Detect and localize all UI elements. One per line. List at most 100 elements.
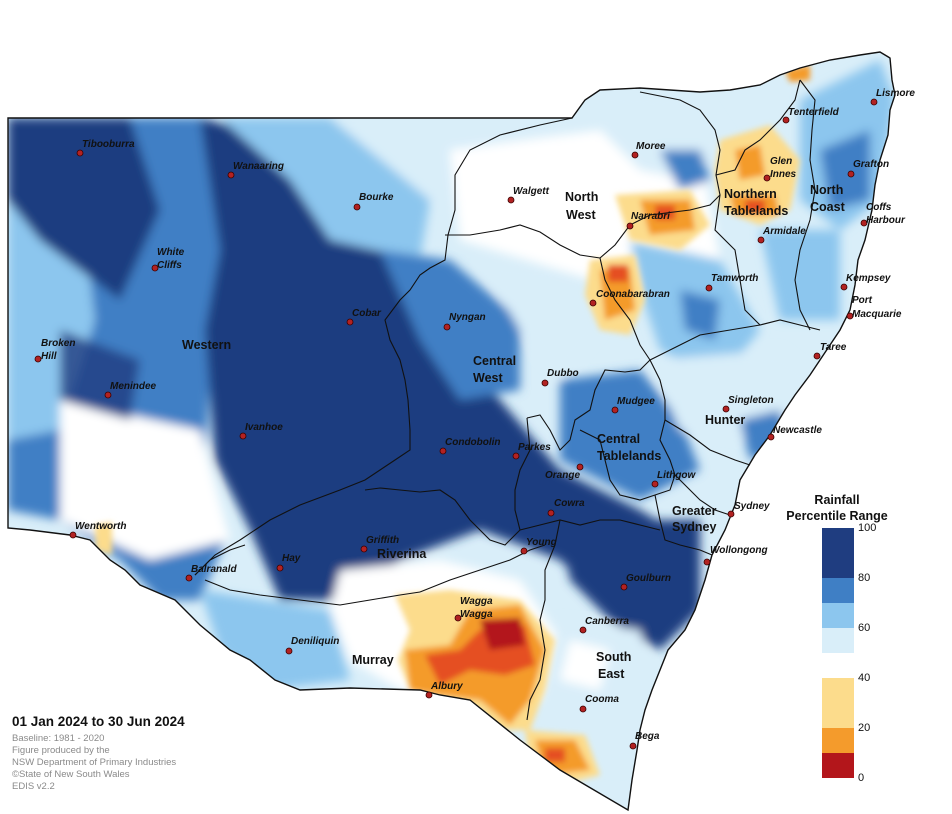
town-dot-broken-hill (34, 355, 42, 363)
rainfall-surface (8, 52, 895, 810)
region-south-east-1: South (596, 650, 631, 664)
label-ivanhoe: Ivanhoe (245, 422, 283, 433)
label-lismore: Lismore (876, 88, 915, 99)
town-dot-hay (276, 564, 284, 572)
legend-band-60-80 (822, 578, 854, 628)
town-dot-singleton (722, 405, 730, 413)
town-dot-glen-innes (763, 174, 771, 182)
label-glen-innes-1: Glen (770, 156, 792, 167)
label-coffs-harbour-1: Coffs (866, 202, 892, 213)
legend-tick-80: 80 (858, 572, 871, 584)
legend-band-20-40 (822, 678, 854, 728)
credit-baseline: Baseline: 1981 - 2020 (12, 733, 105, 744)
label-bourke: Bourke (359, 192, 394, 203)
town-dot-wagga (454, 614, 462, 622)
label-griffith: Griffith (366, 535, 399, 546)
label-goulburn: Goulburn (626, 573, 671, 584)
town-dot-albury (425, 691, 433, 699)
town-dot-nyngan (443, 323, 451, 331)
label-port-macquarie-1: Port (852, 295, 873, 306)
label-singleton: Singleton (728, 395, 774, 406)
town-dot-orange (576, 463, 584, 471)
town-dot-condobolin (439, 447, 447, 455)
label-coffs-harbour-2: Harbour (866, 215, 906, 226)
legend-title: Rainfall Percentile Range (778, 492, 896, 524)
label-sydney: Sydney (734, 501, 770, 512)
town-dot-cooma (579, 705, 587, 713)
town-dot-cowra (547, 509, 555, 517)
town-dot-kempsey (840, 283, 848, 291)
label-wentworth: Wentworth (75, 521, 126, 532)
legend-title-line1: Rainfall (814, 493, 860, 507)
label-canberra: Canberra (585, 616, 629, 627)
town-dot-sydney (727, 510, 735, 518)
label-narrabri: Narrabri (631, 211, 670, 222)
label-balranald: Balranald (191, 564, 237, 575)
town-dot-moree (631, 151, 639, 159)
town-dot-bourke (353, 203, 361, 211)
label-white-cliffs-2: Cliffs (157, 260, 182, 271)
legend-tick-60: 60 (858, 622, 871, 634)
legend-band-40-60 (822, 628, 854, 678)
region-north-coast-2: Coast (810, 200, 846, 214)
town-dot-taree (813, 352, 821, 360)
label-coonabarabran: Coonabarabran (596, 289, 670, 300)
region-northern-tablelands-1: Northern (724, 187, 777, 201)
label-parkes: Parkes (518, 442, 551, 453)
label-nyngan: Nyngan (449, 312, 486, 323)
label-kempsey: Kempsey (846, 273, 891, 284)
label-glen-innes-2: Innes (770, 169, 797, 180)
region-north-west-1: North (565, 190, 598, 204)
label-walgett: Walgett (513, 186, 550, 197)
region-north-west-2: West (566, 208, 596, 222)
label-broken-hill-1: Broken (41, 338, 75, 349)
town-dot-port-macquarie (846, 312, 854, 320)
town-dot-tamworth (705, 284, 713, 292)
legend-title-line2: Percentile Range (786, 509, 888, 523)
town-dot-canberra (579, 626, 587, 634)
region-labels: Western North West Northern Tablelands N… (182, 183, 846, 681)
legend-tick-0: 0 (858, 772, 865, 784)
town-dot-lismore (870, 98, 878, 106)
town-dot-parkes (512, 452, 520, 460)
region-north-coast-1: North (810, 183, 843, 197)
credit-produced-by: Figure produced by the (12, 745, 110, 756)
label-bega: Bega (635, 731, 660, 742)
label-albury: Albury (430, 681, 463, 692)
label-orange: Orange (545, 470, 580, 481)
label-tibooburra: Tibooburra (82, 139, 135, 150)
label-lithgow: Lithgow (657, 470, 697, 481)
label-cooma: Cooma (585, 694, 619, 705)
region-south-east-2: East (598, 667, 625, 681)
label-menindee: Menindee (110, 381, 157, 392)
label-wollongong: Wollongong (710, 545, 768, 556)
town-dot-mudgee (611, 406, 619, 414)
label-hay: Hay (282, 553, 301, 564)
town-dot-white-cliffs (151, 264, 159, 272)
region-central-west-1: Central (473, 354, 516, 368)
credit-department: NSW Department of Primary Industries (12, 757, 177, 768)
label-white-cliffs-1: White (157, 247, 185, 258)
town-dot-coffs-harbour (860, 219, 868, 227)
town-labels: Tibooburra Wanaaring Bourke Walgett More… (41, 88, 915, 742)
region-hunter: Hunter (705, 413, 745, 427)
town-dot-deniliquin (285, 647, 293, 655)
region-central-tablelands-1: Central (597, 432, 640, 446)
label-moree: Moree (636, 141, 666, 152)
town-dot-balranald (185, 574, 193, 582)
label-broken-hill-2: Hill (41, 351, 57, 362)
credit-version: EDIS v2.2 (12, 781, 55, 792)
town-dot-tenterfield (782, 116, 790, 124)
region-central-west-2: West (473, 371, 503, 385)
label-taree: Taree (820, 342, 847, 353)
town-dot-armidale (757, 236, 765, 244)
legend-band-80-100 (822, 528, 854, 578)
label-grafton: Grafton (853, 159, 889, 170)
town-markers (34, 98, 878, 750)
region-greater-sydney-2: Sydney (672, 520, 717, 534)
region-greater-sydney-1: Greater (672, 504, 717, 518)
town-dot-coonabarabran (589, 299, 597, 307)
town-dot-menindee (104, 391, 112, 399)
town-dot-wollongong (703, 558, 711, 566)
